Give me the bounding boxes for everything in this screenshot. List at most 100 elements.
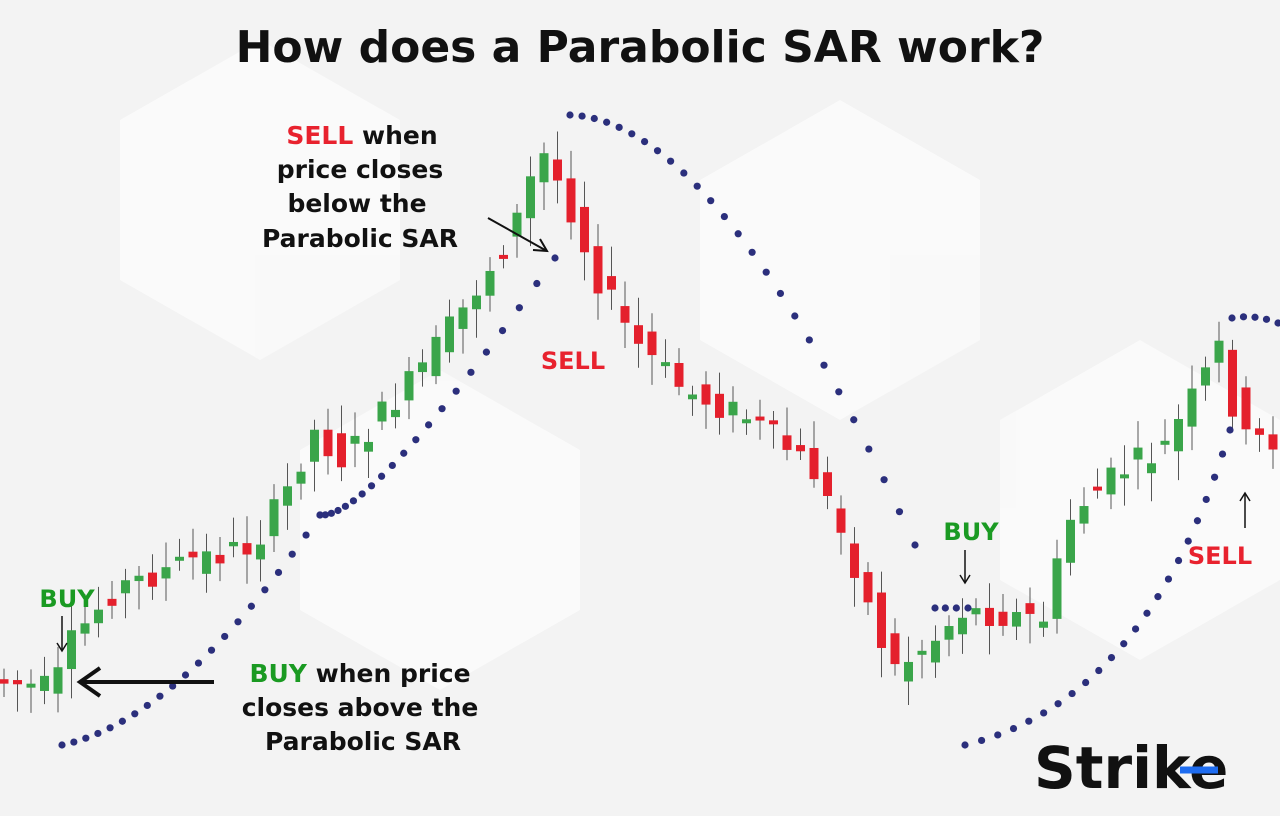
note-text: below the [287,189,426,218]
sar-dot [941,604,949,612]
sell-marker: SELL [541,347,605,375]
candle [418,362,427,373]
sar-dot [425,421,433,429]
sar-dot [1210,473,1219,481]
note-text: closes above the [242,693,479,722]
sar-dot [221,632,229,641]
candle [229,541,238,547]
candle [53,667,63,694]
candle [863,572,873,603]
sar-dot [194,659,203,667]
candle [175,556,184,561]
sar-dot [94,729,102,738]
sar-dot [911,541,919,549]
note-text: Parabolic SAR [262,224,458,253]
candle [1120,474,1129,479]
sar-dot [850,416,858,424]
sar-dot [207,646,216,654]
candle [1255,428,1264,435]
arrow-head [76,666,102,698]
candle [13,680,22,685]
sar-dot [805,336,813,344]
candle [1079,506,1089,524]
candle [823,472,832,496]
candle [107,598,117,606]
sar-dot [776,289,785,298]
sar-dot [247,602,255,610]
sar-dot [590,114,598,123]
sar-dot [1025,717,1033,725]
candle [404,371,414,401]
candle [850,543,859,578]
candle [1241,387,1251,430]
candle [728,401,738,416]
sar-dot [274,568,283,577]
sar-dot [400,449,408,457]
sell-marker: SELL [1188,542,1252,570]
sar-dot [1131,625,1140,633]
sar-dot [895,508,904,516]
sar-dot [865,445,873,453]
candle [607,276,616,290]
sar-dot [131,710,139,718]
sar-dot [1251,313,1259,321]
sar-dot [762,268,770,276]
sar-dot [931,604,939,612]
sar-dot [1218,450,1227,458]
candle [580,206,589,253]
sar-dot [1202,495,1210,504]
candle [67,630,76,670]
sar-dot [1239,313,1248,321]
candle [1147,463,1156,474]
candle [890,633,900,665]
sar-dot [820,361,828,369]
sar-dot [388,461,396,470]
candle [202,551,211,574]
candle [1201,367,1210,386]
sar-dot [515,304,523,312]
candle [391,409,400,418]
sar-dot [118,717,126,725]
sar-dot [1164,575,1173,583]
sar-dot [1274,319,1280,327]
sar-dot [358,490,366,498]
arrow-head [532,238,549,253]
sar-dot [106,724,114,732]
candle [472,295,481,310]
sar-dot [961,741,969,749]
candle [593,246,603,294]
sar-dot [321,511,329,519]
candle [94,609,103,624]
candle [323,429,333,457]
sar-dot [1040,709,1048,717]
candle [944,626,954,640]
sar-dot [1174,556,1183,565]
note-text: when price [307,659,471,688]
sar-dot [169,682,177,690]
sar-dot [533,279,541,288]
candle [647,331,657,356]
sar-dot [288,550,296,558]
sar-dot [1068,689,1076,698]
sar-dot [316,511,324,519]
candle [40,675,49,691]
sar-dot [603,118,611,126]
candle [1052,558,1062,619]
sar-dot [334,506,342,515]
sar-dot [467,368,475,376]
sar-dots [58,111,1280,749]
candle [1228,349,1237,417]
sar-dot [1226,426,1234,434]
buy-marker: BUY [943,518,999,546]
title: How does a Parabolic SAR work? [236,22,1045,73]
sar-dot [367,482,376,490]
sar-dot [734,230,742,238]
sar-dot [994,731,1002,739]
buy-note: BUY when price [249,659,470,688]
candle [661,362,670,367]
sar-dot [707,197,715,205]
arrow-head [56,642,68,653]
candle [1174,418,1183,452]
candle [958,617,967,635]
